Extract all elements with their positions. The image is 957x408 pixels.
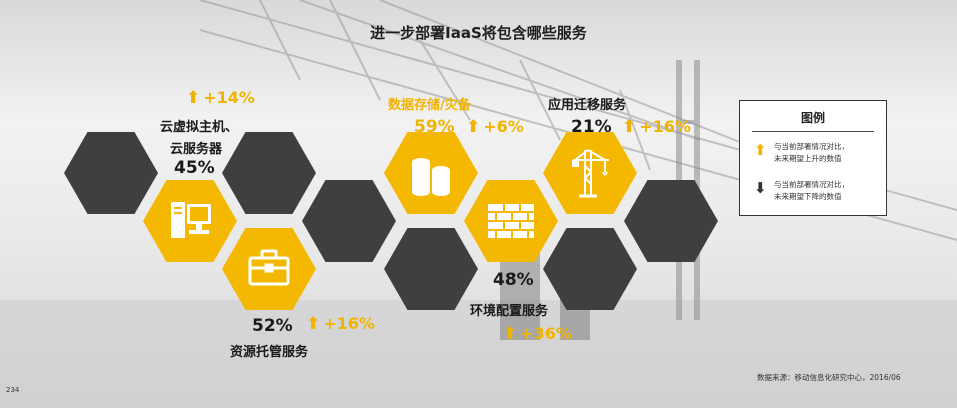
legend-up-line2: 未来期望上升的数值 bbox=[774, 154, 842, 163]
hosting-pct: 52% bbox=[252, 316, 293, 336]
database-icon bbox=[412, 158, 450, 196]
data-source: 数据来源：移动信息化研究中心，2016/06 bbox=[757, 373, 901, 382]
brick-wall-icon bbox=[488, 204, 534, 238]
hexagon-config bbox=[464, 180, 558, 262]
legend-row-up: ⬆ 与当前部署情况对比， 未来期望上升的数值 bbox=[754, 141, 882, 167]
storage-name: 数据存储/灾备 bbox=[388, 98, 471, 113]
hexagon-dark bbox=[222, 132, 316, 214]
arrow-up-icon: ⬆ bbox=[466, 117, 481, 137]
arrow-down-icon: ⬇ bbox=[754, 179, 767, 197]
hexagon-dark bbox=[624, 180, 718, 262]
migration-change: ⬆ +16% bbox=[622, 117, 691, 137]
legend-title: 图例 bbox=[800, 111, 825, 125]
legend-up-line1: 与当前部署情况对比， bbox=[774, 142, 849, 151]
page-number: 234 bbox=[6, 386, 20, 394]
legend-down-line2: 未来期望下降的数值 bbox=[774, 192, 842, 201]
hexagon-migration bbox=[543, 132, 637, 214]
crane-icon bbox=[572, 149, 609, 198]
legend: 图例 ⬆ 与当前部署情况对比， 未来期望上升的数值 ⬇ 与当前部署情况对比， 未… bbox=[739, 100, 887, 216]
hexagon-dark bbox=[64, 132, 158, 214]
hexagon-storage bbox=[384, 132, 478, 214]
hexagon-dark bbox=[302, 180, 396, 262]
migration-pct: 21% bbox=[571, 117, 612, 137]
vm-change: ⬆ +14% bbox=[186, 88, 255, 108]
config-change: ⬆ +36% bbox=[503, 324, 572, 344]
config-name: 环境配置服务 bbox=[470, 304, 549, 319]
vm-name-line2: 云服务器 bbox=[170, 142, 223, 157]
briefcase-icon bbox=[248, 249, 290, 286]
arrow-up-icon: ⬆ bbox=[306, 314, 321, 334]
legend-down-line1: 与当前部署情况对比， bbox=[774, 180, 849, 189]
vm-name-line1: 云虚拟主机、 bbox=[160, 120, 239, 135]
hexagon-dark bbox=[543, 228, 637, 310]
legend-divider bbox=[752, 131, 874, 132]
page-title: 进一步部署IaaS将包含哪些服务 bbox=[370, 24, 587, 42]
config-pct: 48% bbox=[493, 270, 534, 290]
arrow-up-icon: ⬆ bbox=[754, 141, 767, 159]
computer-icon bbox=[171, 202, 211, 238]
vm-pct: 45% bbox=[174, 158, 215, 178]
legend-row-down: ⬇ 与当前部署情况对比， 未来期望下降的数值 bbox=[754, 179, 882, 205]
hosting-change: ⬆ +16% bbox=[306, 314, 375, 334]
storage-pct: 59% bbox=[414, 117, 455, 137]
migration-name: 应用迁移服务 bbox=[548, 98, 627, 113]
arrow-up-icon: ⬆ bbox=[186, 88, 201, 108]
arrow-up-icon: ⬆ bbox=[622, 117, 637, 137]
hexagon-dark bbox=[384, 228, 478, 310]
hexagon-vm bbox=[143, 180, 237, 262]
hosting-name: 资源托管服务 bbox=[230, 345, 309, 360]
arrow-up-icon: ⬆ bbox=[503, 324, 518, 344]
storage-change: ⬆ +6% bbox=[466, 117, 524, 137]
hexagon-hosting bbox=[222, 228, 316, 310]
